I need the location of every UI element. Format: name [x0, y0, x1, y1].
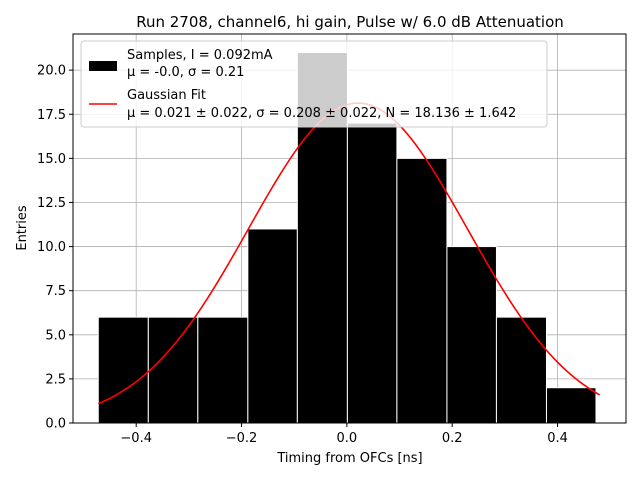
y-tick-label: 20.0 [37, 64, 66, 79]
histogram-bar [396, 157, 448, 424]
x-tick-label: −0.2 [226, 431, 258, 446]
legend-box [80, 40, 548, 128]
chart-title: Run 2708, channel6, hi gain, Pulse w/ 6.… [136, 13, 564, 31]
histogram-bars [97, 52, 597, 424]
x-tick-label: 0.4 [547, 431, 568, 446]
legend-fit-label: Gaussian Fit [127, 88, 206, 103]
legend: Samples, I = 0.092mA μ = -0.0, σ = 0.21 … [80, 40, 548, 128]
x-tick-label: 0.0 [337, 431, 358, 446]
y-tick-label: 12.5 [37, 196, 66, 211]
y-tick-label: 17.5 [37, 108, 66, 123]
legend-histogram-swatch [89, 61, 117, 71]
histogram-bar [197, 316, 249, 424]
x-tick-label: −0.4 [120, 431, 152, 446]
histogram-bar [147, 316, 199, 424]
y-tick-label: 10.0 [37, 240, 66, 255]
y-axis-label: Entries [15, 205, 30, 251]
y-tick-label: 5.0 [45, 328, 66, 343]
axes-frame [72, 33, 627, 424]
y-tick-label: 0.0 [45, 417, 66, 432]
legend-fit-stats: μ = 0.021 ± 0.022, σ = 0.208 ± 0.022, N … [127, 106, 516, 121]
y-tick-label: 15.0 [37, 152, 66, 167]
histogram-bar [346, 122, 398, 424]
x-axis-ticks: −0.4 −0.2 0.0 0.2 0.4 [120, 423, 568, 446]
histogram-bar [446, 246, 497, 424]
histogram-bar [545, 387, 597, 424]
histogram-bar [495, 316, 547, 424]
x-tick-label: 0.2 [442, 431, 463, 446]
legend-histogram-stats: μ = -0.0, σ = 0.21 [127, 65, 244, 80]
histogram-bar [247, 228, 298, 424]
y-tick-label: 2.5 [45, 372, 66, 387]
y-axis-ticks: 0.0 2.5 5.0 7.5 10.0 12.5 15.0 17.5 20.0 [37, 64, 73, 432]
histogram-bar [97, 316, 149, 424]
legend-histogram-label: Samples, I = 0.092mA [127, 48, 273, 63]
y-tick-label: 7.5 [45, 284, 66, 299]
x-axis-label: Timing from OFCs [ns] [276, 451, 422, 466]
